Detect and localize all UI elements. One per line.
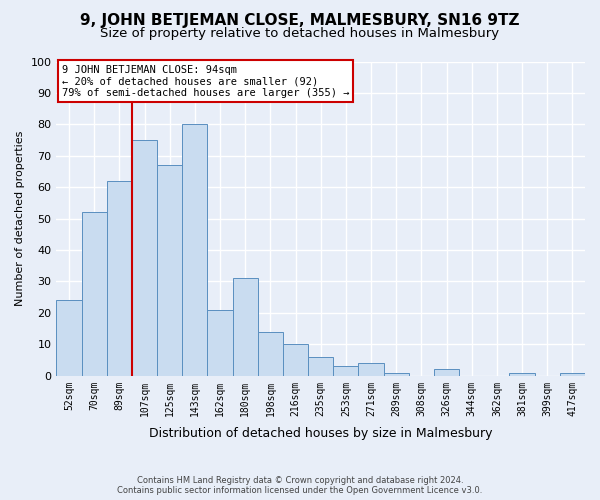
Bar <box>258 332 283 376</box>
Text: Contains HM Land Registry data © Crown copyright and database right 2024.
Contai: Contains HM Land Registry data © Crown c… <box>118 476 482 495</box>
Text: 9 JOHN BETJEMAN CLOSE: 94sqm
← 20% of detached houses are smaller (92)
79% of se: 9 JOHN BETJEMAN CLOSE: 94sqm ← 20% of de… <box>62 64 349 98</box>
Bar <box>434 370 459 376</box>
Bar <box>333 366 358 376</box>
Bar <box>308 357 333 376</box>
Bar <box>283 344 308 376</box>
Bar <box>560 372 585 376</box>
Bar <box>509 372 535 376</box>
Bar <box>182 124 208 376</box>
Bar <box>233 278 258 376</box>
Bar <box>82 212 107 376</box>
Bar <box>208 310 233 376</box>
Bar <box>358 363 383 376</box>
Bar <box>132 140 157 376</box>
Text: 9, JOHN BETJEMAN CLOSE, MALMESBURY, SN16 9TZ: 9, JOHN BETJEMAN CLOSE, MALMESBURY, SN16… <box>80 12 520 28</box>
Bar <box>56 300 82 376</box>
Y-axis label: Number of detached properties: Number of detached properties <box>15 131 25 306</box>
Bar <box>157 165 182 376</box>
Bar <box>107 181 132 376</box>
Text: Size of property relative to detached houses in Malmesbury: Size of property relative to detached ho… <box>100 28 500 40</box>
Bar <box>383 372 409 376</box>
X-axis label: Distribution of detached houses by size in Malmesbury: Distribution of detached houses by size … <box>149 427 493 440</box>
